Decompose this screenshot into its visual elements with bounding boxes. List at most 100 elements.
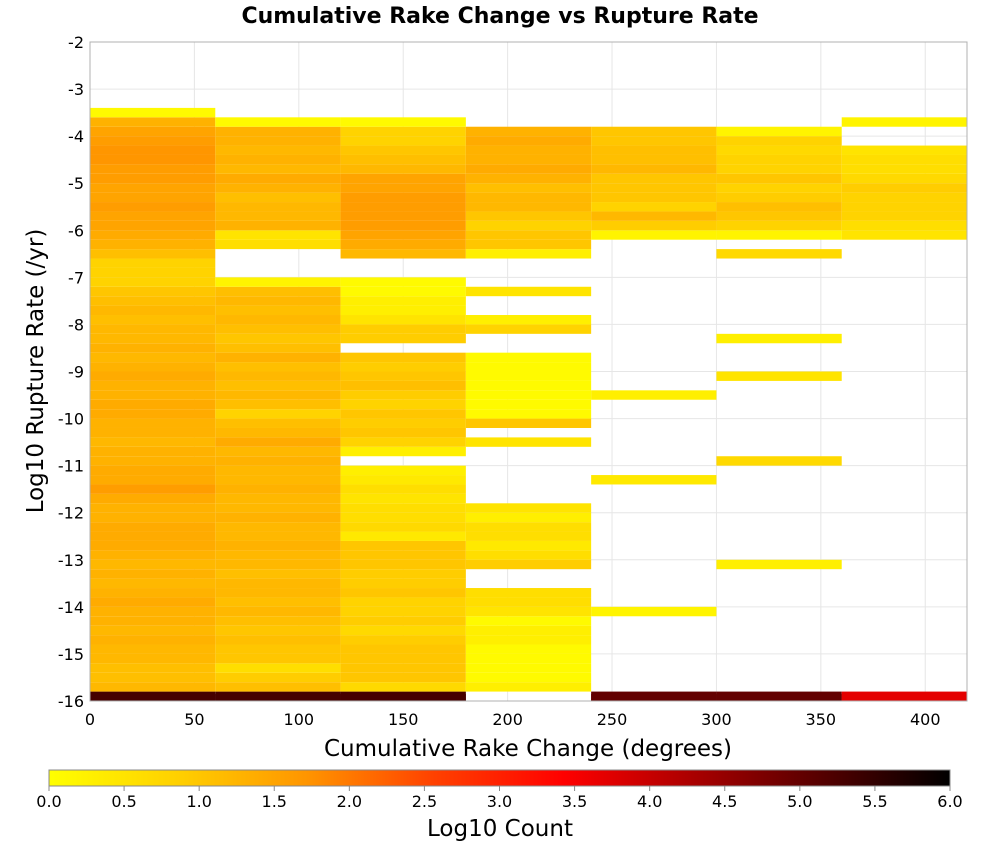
heatmap-cell [591,202,717,212]
heatmap-cell [90,672,216,683]
x-axis-ticks: 0 50 100 150 200 250 300 350 400 [85,710,941,729]
heatmap-cell [90,286,216,297]
heatmap-cell [591,475,717,485]
heatmap-cell [215,663,341,673]
y-axis-ticks: -2 -3 -4 -5 -6 -7 -8 -9 -10 -11 -12 -13 -14 -15 -16 [58,33,84,711]
heatmap-cell [90,399,216,410]
heatmap-cell [465,682,592,692]
heatmap-cell [465,154,592,165]
heatmap-cell [591,183,717,193]
heatmap-cell [716,173,842,184]
heatmap-cell [591,211,717,221]
heatmap-cell [465,211,592,221]
heatmap-cell [716,126,842,137]
heatmap-cell [465,540,592,551]
colorbar-label: Log10 Count [427,816,573,842]
heatmap-cell [215,409,341,419]
heatmap-cell [215,305,341,316]
heatmap-cell [716,333,842,344]
y-tick-label: -8 [68,315,84,334]
heatmap-cell [90,625,216,636]
heatmap-cell [215,569,341,579]
heatmap-cell [215,286,341,297]
x-tick-label: 300 [701,710,732,729]
heatmap-cell [340,493,466,504]
colorbar-tick-label: 5.5 [862,792,887,811]
heatmap-cell [465,220,592,231]
heatmap-cell [90,145,216,155]
colorbar-tick-label: 0.0 [36,792,61,811]
heatmap-cell [215,277,341,287]
colorbar [48,769,951,787]
heatmap-cell [340,286,466,297]
heatmap-cell [215,606,341,617]
heatmap-cell [340,465,466,476]
heatmap-cell [90,267,216,278]
heatmap-cell [215,352,341,363]
heatmap-cell-bottom [716,694,842,701]
y-tick-label: -16 [58,692,84,711]
heatmap-cell [90,183,216,193]
heatmap-cell [841,211,967,221]
y-tick-label: -2 [68,33,84,52]
heatmap-cell [90,352,216,363]
heatmap-cell [716,202,842,212]
heatmap-cell [465,249,592,259]
heatmap-cell [841,117,967,127]
y-axis-label: Log10 Rupture Rate (/yr) [23,229,49,514]
heatmap-cell [90,409,216,419]
heatmap-cell [215,164,341,174]
heatmap-cell [215,192,341,203]
heatmap-cell [465,644,592,654]
x-tick-label: 250 [597,710,628,729]
heatmap-cell [465,672,592,683]
heatmap-cell [340,164,466,174]
colorbar-tick-label: 1.5 [262,792,287,811]
heatmap-cell [215,145,341,155]
heatmap-cell [90,107,216,118]
heatmap-cell [465,239,592,250]
heatmap-cell [215,136,341,146]
y-tick-label: -5 [68,174,84,193]
heatmap-cell [90,512,216,523]
heatmap-cell [340,154,466,165]
heatmap-cell [465,192,592,203]
heatmap-cell [215,672,341,683]
heatmap-cell [90,653,216,664]
heatmap-cell [465,286,592,297]
heatmap-cell [340,682,466,692]
heatmap-cell [90,578,216,589]
heatmap-cell [90,606,216,617]
heatmap-cell [465,409,592,419]
heatmap-cell [591,164,717,174]
heatmap-cell [340,672,466,683]
heatmap-cell [465,183,592,193]
heatmap-cell [591,606,717,617]
heatmap-cell [340,484,466,494]
heatmap-cell [90,493,216,504]
heatmap-cell [90,192,216,203]
heatmap-cell [465,550,592,560]
heatmap-cell [465,522,592,532]
heatmap-cell [90,230,216,240]
heatmap-cell [465,663,592,673]
heatmap-cell [340,578,466,589]
heatmap-cell [465,164,592,174]
heatmap-cell [591,192,717,203]
heatmap-cell [215,126,341,137]
heatmap-cell [340,277,466,287]
heatmap-cell [215,653,341,664]
heatmap-cell [716,559,842,570]
heatmap-cell [591,126,717,137]
heatmap-cell [465,616,592,626]
heatmap-cell [215,371,341,381]
heatmap-cell [90,380,216,391]
heatmap-cell [340,597,466,607]
heatmap-cell [716,183,842,193]
heatmap-cell [465,597,592,607]
colorbar-tick-label: 2.5 [412,792,437,811]
heatmap-cell [215,399,341,410]
heatmap-cell [716,230,842,240]
heatmap-cell [340,512,466,523]
heatmap-cell [215,578,341,589]
